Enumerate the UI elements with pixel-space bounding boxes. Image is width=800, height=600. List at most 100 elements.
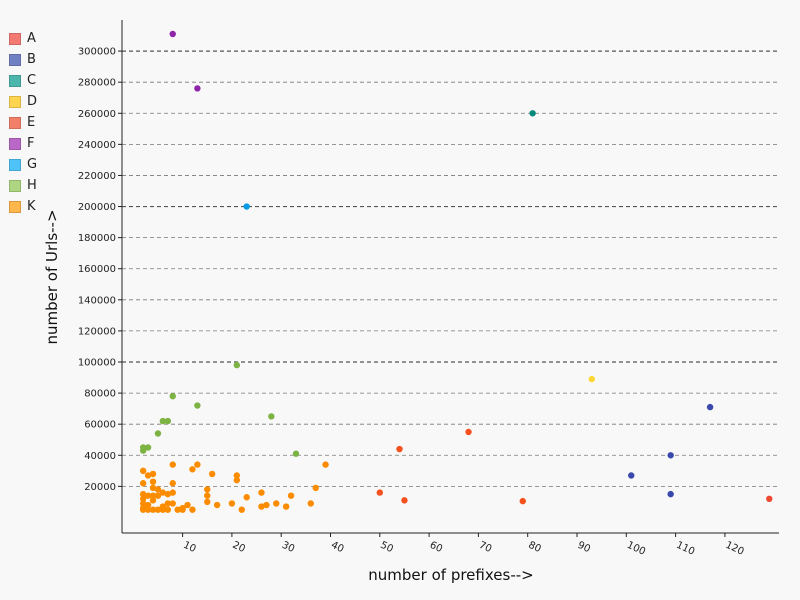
legend-swatch (9, 179, 21, 192)
data-point-k (144, 472, 152, 479)
data-point-k (149, 492, 157, 499)
data-point-k (139, 495, 147, 502)
y-tick-label: 300000 (78, 47, 116, 58)
data-point-k (139, 500, 147, 507)
data-point-b (667, 452, 674, 459)
y-tick-label: 20000 (84, 482, 116, 493)
data-point-k (233, 472, 241, 479)
data-point-k (159, 489, 167, 496)
data-point-k (273, 500, 280, 507)
legend-item-e: E (9, 112, 37, 133)
data-point-k (149, 506, 157, 513)
data-point-k (164, 506, 172, 513)
legend-item-g: G (9, 154, 37, 175)
x-tick-label: 60 (428, 540, 444, 555)
data-point-k (228, 500, 236, 507)
y-tick-label: 120000 (78, 326, 116, 337)
data-point-k (238, 506, 245, 513)
data-point-k (139, 490, 147, 498)
data-point-k (169, 489, 176, 496)
y-axis-ticks: 20000 40000 60000 80000 100000 120000 140000 16… (78, 47, 122, 493)
data-point-b (628, 472, 635, 479)
legend-item-f: F (9, 133, 37, 154)
data-point-k (174, 506, 181, 513)
data-point-h (169, 393, 176, 400)
data-point-c (529, 110, 536, 117)
y-tick-label: 100000 (78, 358, 116, 369)
data-point-k (213, 501, 221, 509)
data-point-k (139, 480, 147, 487)
grid-lines (122, 50, 779, 487)
legend-item-h: H (9, 175, 37, 196)
data-point-k (154, 486, 162, 493)
data-point-k (154, 506, 162, 513)
x-tick-label: 100 (625, 540, 647, 558)
legend-label: G (27, 157, 38, 172)
data-points (139, 30, 773, 513)
data-point-e (396, 445, 403, 453)
data-point-k (144, 492, 152, 499)
y-tick-label: 240000 (78, 140, 116, 151)
data-point-h (154, 430, 162, 437)
data-point-h (292, 450, 300, 457)
data-point-k (312, 484, 319, 492)
legend-label: B (27, 52, 36, 67)
data-point-a (766, 495, 773, 502)
data-point-h (144, 444, 152, 451)
y-tick-label: 180000 (78, 233, 116, 244)
x-tick-label: 90 (576, 540, 592, 555)
legend-label: C (27, 73, 37, 88)
y-tick-label: 280000 (78, 78, 116, 89)
y-tick-label: 80000 (84, 389, 116, 400)
legend-item-b: B (9, 49, 37, 70)
x-axis-title: number of prefixes--> (368, 566, 533, 584)
data-point-h (164, 417, 172, 425)
data-point-e (465, 428, 472, 436)
data-point-e (376, 489, 383, 496)
data-point-e (519, 497, 526, 505)
data-point-k (149, 497, 157, 504)
data-point-k (164, 490, 172, 498)
data-point-k (144, 501, 152, 509)
y-tick-label: 200000 (78, 202, 116, 213)
y-tick-label: 160000 (78, 264, 116, 275)
data-point-k (179, 504, 186, 512)
data-point-f (169, 30, 176, 38)
data-point-k (243, 494, 250, 501)
data-point-k (139, 506, 147, 513)
data-point-k (169, 500, 176, 507)
data-point-k (258, 503, 265, 510)
data-point-k (189, 506, 196, 513)
x-tick-label: 30 (280, 540, 296, 555)
legend-item-k: K (9, 196, 37, 217)
legend-label: H (27, 178, 37, 193)
data-point-h (194, 402, 201, 409)
x-tick-label: 20 (231, 540, 247, 555)
x-tick-label: 70 (477, 540, 493, 555)
data-point-k (164, 500, 172, 507)
data-point-k (149, 470, 157, 478)
data-point-k (149, 484, 157, 492)
data-point-h (139, 447, 147, 454)
y-tick-label: 60000 (84, 420, 116, 431)
data-point-k (189, 466, 196, 473)
x-tick-label: 40 (329, 540, 345, 555)
data-point-h (159, 417, 167, 425)
legend-swatch (9, 74, 21, 87)
legend-item-c: C (9, 70, 37, 91)
data-point-k (233, 476, 241, 484)
data-point-k (169, 461, 176, 468)
x-axis-ticks: 10 20 30 40 50 60 70 80 90 100 110 120 (181, 533, 746, 558)
legend-label: D (27, 94, 38, 109)
data-point-k (258, 489, 265, 496)
data-point-d (588, 375, 595, 383)
legend-swatch (9, 32, 21, 45)
y-tick-label: 140000 (78, 295, 116, 306)
data-point-k (208, 470, 216, 478)
data-point-b (667, 490, 674, 498)
data-point-k (159, 503, 167, 510)
legend-swatch (9, 158, 21, 171)
data-point-k (322, 461, 329, 468)
data-point-k (149, 478, 157, 485)
